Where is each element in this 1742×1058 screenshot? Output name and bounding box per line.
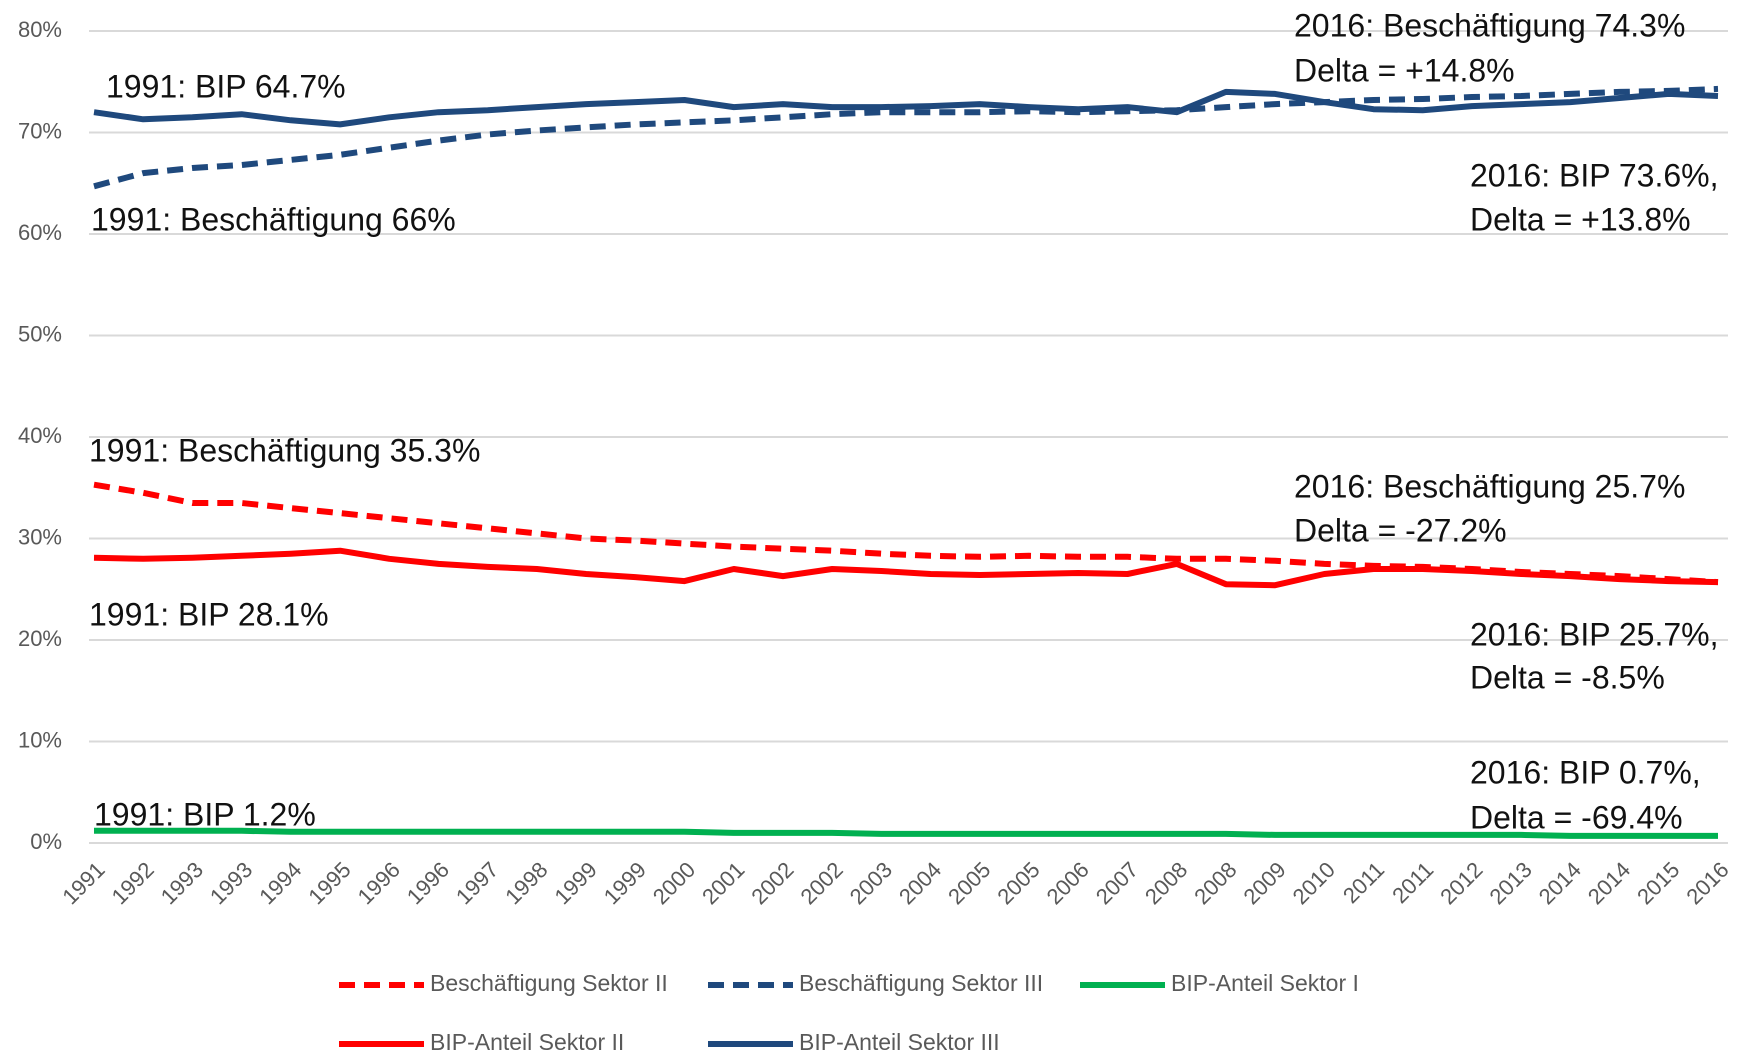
y-tick-label: 20% — [18, 626, 62, 651]
x-tick-label: 2011 — [1387, 857, 1438, 908]
y-tick-label: 50% — [18, 321, 62, 346]
x-tick-label: 2012 — [1435, 857, 1487, 909]
x-tick-label: 1995 — [303, 857, 355, 909]
y-tick-label: 10% — [18, 727, 62, 752]
annotation: Delta = +14.8% — [1294, 52, 1515, 88]
x-tick-label: 1999 — [549, 857, 601, 909]
x-tick-label: 1993 — [156, 857, 208, 909]
x-tick-label: 1991 — [57, 857, 109, 909]
annotation: Delta = -69.4% — [1470, 799, 1683, 835]
y-tick-label: 70% — [18, 118, 62, 143]
x-tick-label: 2001 — [697, 857, 749, 909]
x-tick-label: 2005 — [943, 857, 995, 909]
x-tick-label: 1998 — [500, 857, 552, 909]
annotation: 1991: Beschäftigung 35.3% — [89, 432, 480, 468]
y-tick-label: 40% — [18, 423, 62, 448]
y-tick-label: 60% — [18, 220, 62, 245]
x-tick-label: 2010 — [1288, 857, 1340, 909]
legend-label: BIP-Anteil Sektor I — [1171, 970, 1359, 996]
legend-label: BIP-Anteil Sektor II — [430, 1029, 624, 1055]
x-tick-label: 2009 — [1238, 857, 1290, 909]
annotation: Delta = -8.5% — [1470, 659, 1665, 695]
x-tick-label: 2005 — [992, 857, 1044, 909]
y-tick-label: 80% — [18, 17, 62, 42]
x-tick-label: 1999 — [599, 857, 651, 909]
x-tick-label: 2000 — [648, 857, 700, 909]
x-tick-label: 1993 — [205, 857, 257, 909]
data-line — [93, 88, 1719, 128]
x-tick-label: 1994 — [254, 857, 306, 909]
x-tick-label: 2014 — [1534, 857, 1586, 909]
x-tick-label: 2003 — [845, 857, 897, 909]
x-tick-label: 1996 — [353, 857, 405, 909]
x-tick-label: 1997 — [451, 857, 503, 909]
x-tick-label: 2013 — [1485, 857, 1537, 909]
annotation: 1991: BIP 64.7% — [106, 68, 346, 104]
x-tick-label: 2016 — [1681, 857, 1733, 909]
x-tick-label: 2002 — [796, 857, 848, 909]
annotation: 2016: BIP 73.6%, — [1470, 157, 1718, 193]
legend-label: BIP-Anteil Sektor III — [799, 1029, 1000, 1055]
x-tick-label: 2014 — [1583, 857, 1635, 909]
annotation: 2016: Beschäftigung 25.7% — [1294, 468, 1685, 504]
legend-label: Beschäftigung Sektor III — [799, 970, 1043, 996]
annotation: Delta = +13.8% — [1470, 201, 1691, 237]
annotation: Delta = -27.2% — [1294, 512, 1507, 548]
data-line — [93, 547, 1719, 589]
legend-label: Beschäftigung Sektor II — [430, 970, 668, 996]
annotation: 1991: BIP 28.1% — [89, 596, 329, 632]
annotation: 2016: BIP 25.7%, — [1470, 616, 1718, 652]
data-line — [94, 827, 1718, 839]
y-tick-label: 30% — [18, 524, 62, 549]
x-tick-label: 1996 — [402, 857, 454, 909]
y-tick-label: 0% — [30, 829, 62, 854]
data-line — [93, 85, 1719, 190]
x-tick-label: 2007 — [1091, 857, 1143, 909]
annotation: 1991: Beschäftigung 66% — [91, 201, 456, 237]
x-tick-label: 2008 — [1140, 857, 1192, 909]
x-tick-label: 2004 — [894, 857, 946, 909]
annotation: 1991: BIP 1.2% — [94, 796, 316, 832]
x-tick-label: 2006 — [1042, 857, 1094, 909]
annotation: 2016: BIP 0.7%, — [1470, 754, 1701, 790]
annotation: 2016: Beschäftigung 74.3% — [1294, 7, 1685, 43]
x-tick-label: 2011 — [1338, 857, 1389, 908]
x-tick-label: 2002 — [746, 857, 798, 909]
x-tick-label: 2008 — [1189, 857, 1241, 909]
x-tick-label: 2015 — [1632, 857, 1684, 909]
x-tick-label: 1992 — [107, 857, 159, 909]
